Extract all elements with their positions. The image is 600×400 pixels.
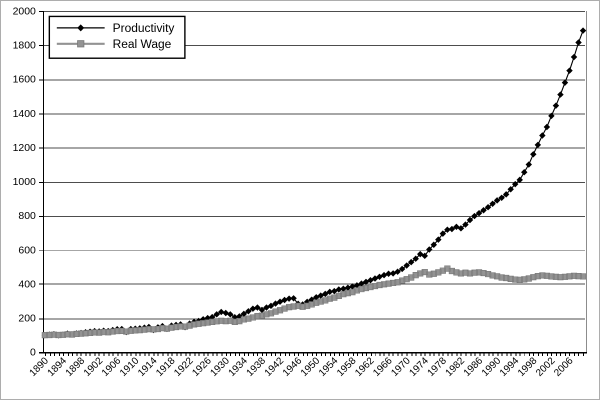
x-tick-label: 2002 [534, 355, 558, 379]
legend-label: Real Wage [113, 37, 172, 51]
x-tick-label: 1926 [190, 355, 214, 379]
x-tick-label: 1978 [426, 355, 450, 379]
x-tick-label: 1922 [172, 355, 196, 379]
y-tick-label: 1200 [13, 143, 36, 154]
x-tick-label: 1950 [299, 355, 323, 379]
x-tick-label: 1974 [407, 355, 431, 379]
y-tick-label: 400 [18, 279, 36, 290]
x-tick-label: 1990 [480, 355, 504, 379]
legend-label: Productivity [113, 21, 175, 35]
x-tick-label: 1906 [100, 355, 124, 379]
y-tick-label: 1800 [13, 41, 36, 52]
x-tick-label: 1942 [263, 355, 287, 379]
x-tick-label: 1986 [462, 355, 486, 379]
x-tick-label: 1934 [227, 355, 251, 379]
x-tick-label: 1898 [64, 355, 88, 379]
x-tick-label: 1890 [28, 355, 52, 379]
y-axis-labels: 0 200 400 600 800 1000 1200 1400 1600 1800 2000 [13, 6, 36, 358]
y-tick-label: 1600 [13, 75, 36, 86]
x-tick-label: 1930 [208, 355, 232, 379]
x-tick-label: 1914 [136, 355, 160, 379]
y-tick-label: 0 [30, 348, 36, 359]
x-tick-label: 1910 [118, 355, 142, 379]
x-tick-label: 1958 [335, 355, 359, 379]
x-tick-label: 2006 [552, 355, 576, 379]
legend-box [48, 15, 186, 59]
legend-item-real-wage: Real Wage [56, 37, 172, 51]
x-tick-label: 1938 [245, 355, 269, 379]
x-tick-label: 1946 [281, 355, 305, 379]
y-tick-label: 600 [18, 245, 36, 256]
x-tick-label: 1966 [371, 355, 395, 379]
y-tick-label: 1000 [13, 177, 36, 188]
x-axis-labels: 1890189418981902190619101914191819221926… [28, 355, 576, 379]
x-tick-label: 1962 [353, 355, 377, 379]
series-real-wage [41, 265, 587, 339]
x-tick-label: 1994 [498, 355, 522, 379]
y-tick-label: 200 [18, 314, 36, 325]
x-tick-label: 1902 [82, 355, 106, 379]
y-tick-label: 1400 [13, 109, 36, 120]
legend: Productivity Real Wage [48, 15, 186, 59]
axis-ticks [38, 10, 585, 357]
x-tick-label: 1954 [317, 355, 341, 379]
x-tick-label: 1970 [389, 355, 413, 379]
y-tick-label: 800 [18, 211, 36, 222]
x-tick-label: 1982 [444, 355, 468, 379]
x-tick-label: 1998 [516, 355, 540, 379]
square-marker-icon [77, 40, 85, 48]
y-tick-label: 2000 [13, 6, 36, 17]
x-tick-label: 1894 [46, 355, 70, 379]
gridlines [42, 10, 586, 320]
square-markers [41, 265, 587, 339]
x-tick-label: 1918 [154, 355, 178, 379]
